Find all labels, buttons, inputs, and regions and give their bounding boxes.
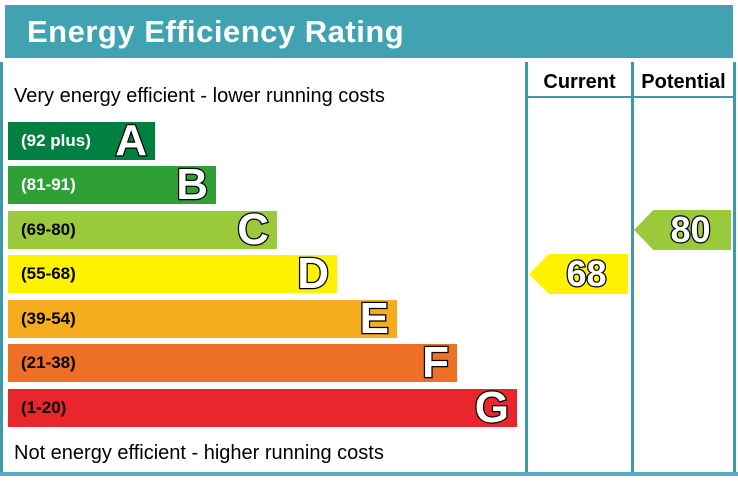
table-divider-potential xyxy=(631,62,634,476)
band-g: (1-20) G xyxy=(8,383,517,432)
band-letter: G xyxy=(474,383,511,432)
band-range-label: (55-68) xyxy=(21,264,76,283)
band-range-label: (1-20) xyxy=(21,398,67,417)
band-f: (21-38) F xyxy=(8,338,457,387)
header-underline xyxy=(525,96,736,98)
caption-not-efficient: Not energy efficient - higher running co… xyxy=(14,442,384,464)
table-divider-current xyxy=(525,62,528,476)
potential-rating-value: 80 xyxy=(669,209,712,250)
caption-very-efficient: Very energy efficient - lower running co… xyxy=(14,85,385,107)
chart-title-bar: Energy Efficiency Rating xyxy=(5,5,733,58)
band-c: (69-80) C xyxy=(8,205,277,254)
band-e: (39-54) E xyxy=(8,294,397,343)
band-range-label: (69-80) xyxy=(21,220,76,239)
band-letter: F xyxy=(421,338,450,387)
column-header-current: Current xyxy=(543,70,616,93)
chart-title: Energy Efficiency Rating xyxy=(27,13,405,49)
band-b: (81-91) B xyxy=(8,160,216,209)
band-letter: E xyxy=(358,294,390,343)
band-letter: A xyxy=(114,116,148,165)
band-letter: D xyxy=(296,249,330,298)
potential-rating-arrow: 80 xyxy=(634,210,731,250)
band-a: (92 plus) A xyxy=(8,116,155,165)
band-range-label: (39-54) xyxy=(21,309,76,328)
band-letter: B xyxy=(175,160,209,209)
band-range-label: (92 plus) xyxy=(21,131,91,150)
band-d: (55-68) D xyxy=(8,249,337,298)
current-rating-arrow: 68 xyxy=(529,254,628,294)
table-border-bottom xyxy=(0,472,738,476)
table-border-right xyxy=(733,62,736,476)
band-letter: C xyxy=(236,205,270,254)
current-rating-value: 68 xyxy=(565,253,608,294)
band-range-label: (81-91) xyxy=(21,175,76,194)
column-header-potential: Potential xyxy=(641,70,726,93)
band-range-label: (21-38) xyxy=(21,353,76,372)
table-border-left xyxy=(0,62,3,476)
